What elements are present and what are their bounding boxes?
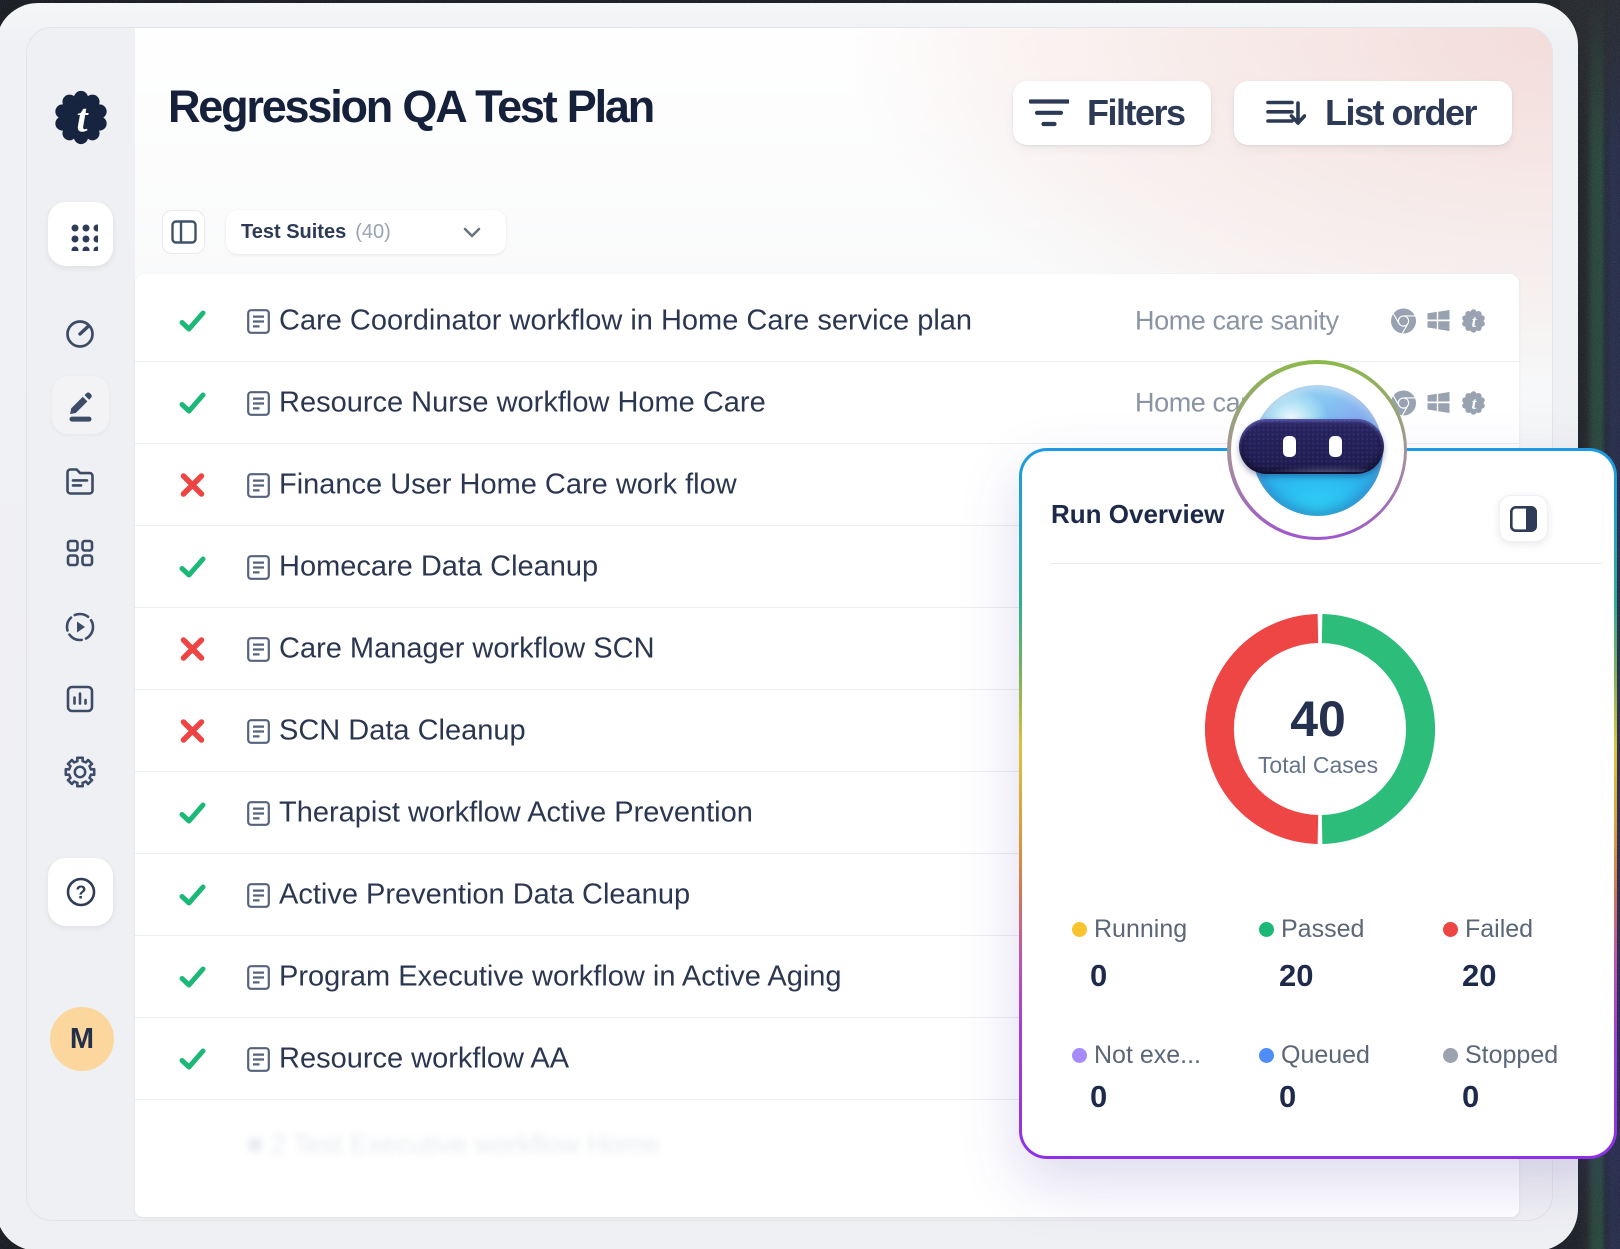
svg-text:?: ? xyxy=(75,883,86,903)
svg-text:t: t xyxy=(1472,312,1478,331)
svg-text:t: t xyxy=(1472,394,1478,413)
svg-text:t: t xyxy=(76,96,89,141)
